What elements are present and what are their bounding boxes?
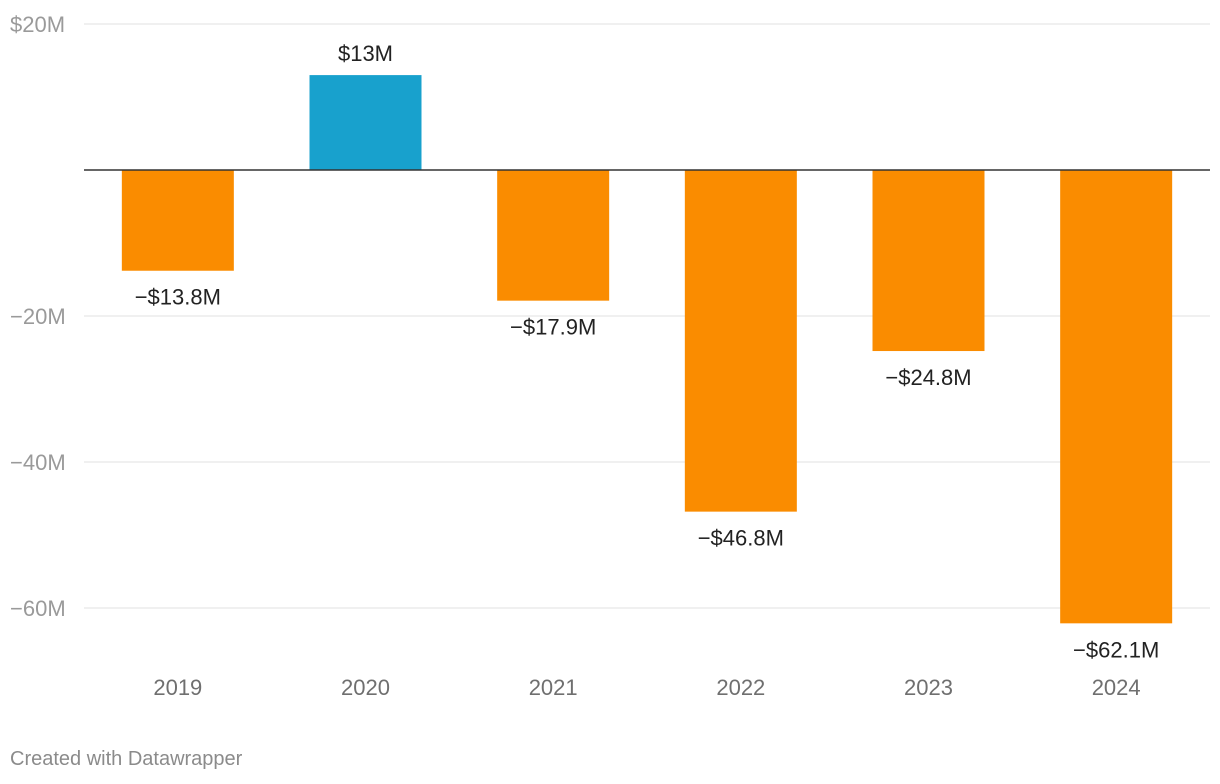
data-label-2024: −$62.1M: [1073, 637, 1159, 662]
y-tick-label: −20M: [10, 304, 66, 329]
bar-2021: [497, 170, 610, 301]
footer-credit: Created with Datawrapper: [10, 748, 243, 770]
y-axis-ticks: $20M −20M −40M −60M: [10, 12, 66, 621]
y-tick-label: $20M: [10, 12, 65, 37]
grid-lines: [84, 23, 1210, 609]
bar-2020: [309, 75, 422, 170]
bar-chart: $20M −20M −40M −60M −$13.8M $13M −$17.9M −$46.…: [10, 12, 1210, 700]
bar-2019: [121, 170, 234, 271]
y-tick-label: −40M: [10, 450, 66, 475]
data-label-2022: −$46.8M: [698, 526, 784, 551]
bars: [121, 75, 1173, 624]
bar-2023: [872, 170, 985, 352]
data-labels: −$13.8M $13M −$17.9M −$46.8M −$24.8M −$62.1M: [135, 41, 1160, 662]
data-label-2023: −$24.8M: [885, 365, 971, 390]
data-label-2021: −$17.9M: [510, 315, 596, 340]
x-tick-label: 2022: [716, 675, 765, 700]
x-axis-ticks: 2019 2020 2021 2022 2023 2024: [153, 675, 1140, 700]
bar-2022: [684, 170, 797, 512]
x-tick-label: 2023: [904, 675, 953, 700]
y-tick-label: −60M: [10, 596, 66, 621]
data-label-2020: $13M: [338, 41, 393, 66]
x-tick-label: 2020: [341, 675, 390, 700]
bar-2024: [1060, 170, 1173, 624]
data-label-2019: −$13.8M: [135, 285, 221, 310]
x-tick-label: 2024: [1092, 675, 1141, 700]
x-tick-label: 2021: [529, 675, 578, 700]
x-tick-label: 2019: [153, 675, 202, 700]
